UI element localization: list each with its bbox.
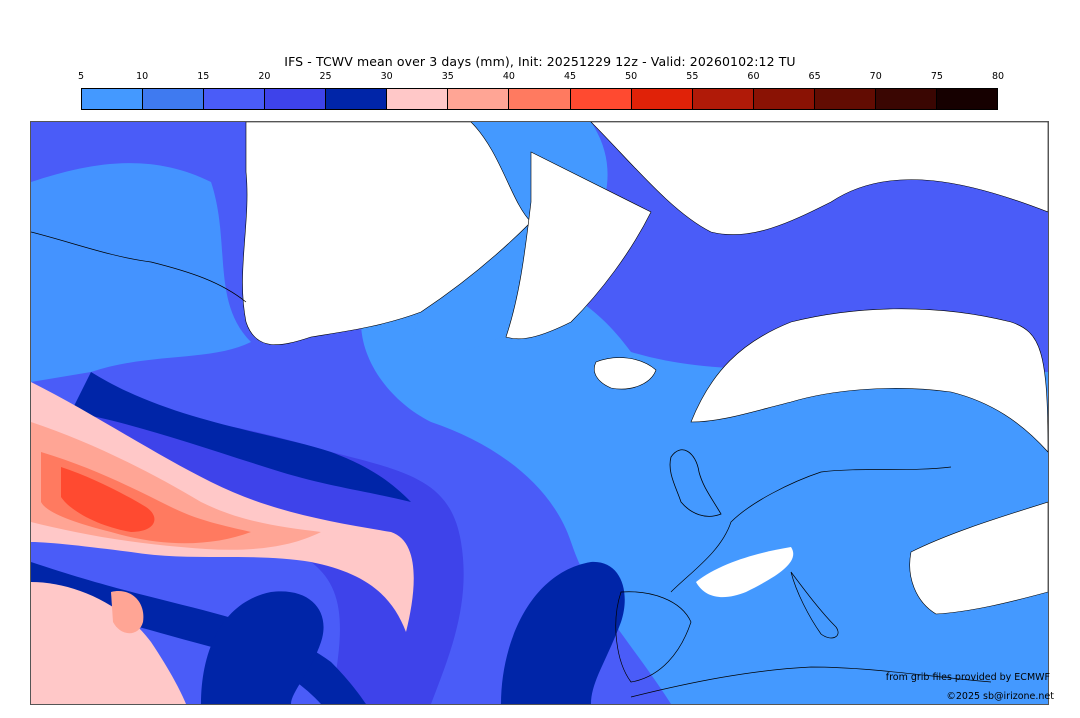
- land-greenland: [242, 122, 532, 345]
- field-salmon-lower: [111, 591, 144, 634]
- colorbar-swatch-5: [326, 89, 388, 109]
- colorbar-tick-label: 20: [258, 71, 271, 82]
- field-dark-blue-band-north: [71, 372, 411, 502]
- colorbar: [81, 88, 998, 110]
- colorbar-tick-label: 80: [991, 71, 1005, 82]
- colorbar-swatch-4: [265, 89, 327, 109]
- colorbar-tick-label: 45: [564, 71, 577, 82]
- colorbar-swatch-13: [814, 89, 876, 109]
- field-pink-plume: [31, 382, 414, 632]
- colorbar-tick-label: 35: [441, 71, 454, 82]
- colorbar-tick-label: 25: [319, 71, 332, 82]
- field-red-core: [61, 467, 155, 532]
- colorbar-tick-label: 70: [869, 71, 882, 82]
- colorbar-swatch-9: [570, 89, 632, 109]
- colorbar-swatch-11: [692, 89, 754, 109]
- colorbar-tick-label: 40: [502, 71, 515, 82]
- map-panel: [30, 121, 1049, 705]
- colorbar-swatch-8: [509, 89, 571, 109]
- colorbar-swatch-14: [875, 89, 937, 109]
- chart-title: IFS - TCWV mean over 3 days (mm), Init: …: [284, 54, 796, 69]
- colorbar-tick-label: 55: [686, 71, 699, 82]
- colorbar-swatch-3: [204, 89, 266, 109]
- tcwv-map: [31, 122, 1048, 704]
- coast-britain: [669, 449, 722, 517]
- land-scandinavia: [690, 308, 1048, 453]
- data-source-credit: from grib files provided by ECMWF: [885, 672, 1050, 683]
- colorbar-tick-label: 15: [197, 71, 210, 82]
- colorbar-swatch-10: [631, 89, 693, 109]
- colorbar-swatch-15: [936, 89, 997, 109]
- colorbar-swatch-2: [143, 89, 205, 109]
- land-svalbard-arctic: [590, 122, 1048, 235]
- colorbar-swatch-12: [753, 89, 815, 109]
- colorbar-tick-label: 60: [747, 71, 760, 82]
- land-alps-iberia-patches: [696, 547, 794, 598]
- colorbar-swatch-7: [448, 89, 510, 109]
- colorbar-tick-label: 50: [625, 71, 638, 82]
- copyright-credit: ©2025 sb@irizone.net: [946, 691, 1054, 702]
- coast-labrador: [31, 231, 247, 303]
- coast-italy: [790, 571, 839, 639]
- coast-north-africa: [630, 666, 992, 698]
- colorbar-tick-label: 10: [136, 71, 149, 82]
- colorbar-tick-label: 30: [380, 71, 393, 82]
- colorbar-tick-labels: 5 10 15 20 25 30 35 40 45 50 55 60 65 70 75 80: [0, 71, 1080, 85]
- land-turkey: [909, 501, 1048, 615]
- field-light-blue-west: [31, 163, 251, 382]
- colorbar-swatch-1: [82, 89, 144, 109]
- coast-europe: [670, 466, 952, 593]
- field-pink-lower: [31, 582, 186, 704]
- colorbar-tick-label: 75: [930, 71, 943, 82]
- field-dark-blue-swirl-west: [201, 591, 324, 704]
- coast-iberia: [615, 591, 692, 683]
- land-greenland-east: [505, 151, 652, 340]
- colorbar-swatch-6: [387, 89, 449, 109]
- colorbar-tick-label: 65: [808, 71, 821, 82]
- land-iceland: [593, 357, 657, 390]
- field-dark-blue-swirl-south: [501, 561, 625, 704]
- colorbar-tick-label: 5: [77, 71, 85, 82]
